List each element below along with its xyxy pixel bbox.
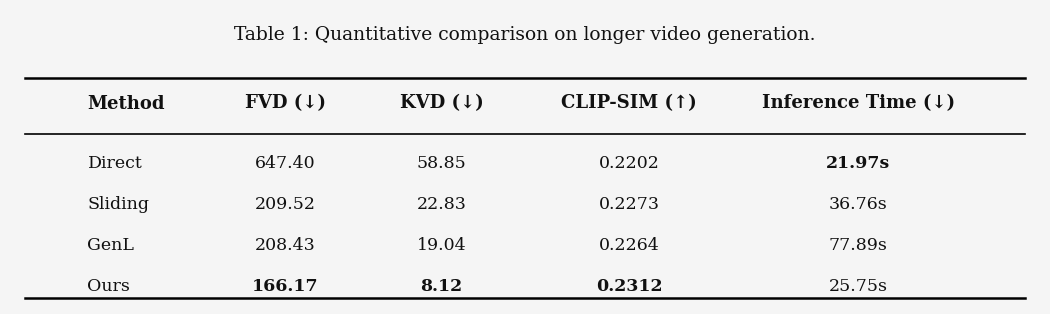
Text: 21.97s: 21.97s: [826, 154, 890, 172]
Text: 166.17: 166.17: [252, 279, 319, 295]
Text: Direct: Direct: [87, 154, 142, 172]
Text: 19.04: 19.04: [417, 237, 466, 254]
Text: 25.75s: 25.75s: [828, 279, 888, 295]
Text: CLIP-SIM (↑): CLIP-SIM (↑): [562, 95, 697, 112]
Text: 0.2273: 0.2273: [598, 196, 659, 213]
Text: 58.85: 58.85: [417, 154, 466, 172]
Text: 22.83: 22.83: [417, 196, 466, 213]
Text: Method: Method: [87, 95, 165, 112]
Text: Inference Time (↓): Inference Time (↓): [761, 95, 954, 112]
Text: KVD (↓): KVD (↓): [400, 95, 484, 112]
Text: Table 1: Quantitative comparison on longer video generation.: Table 1: Quantitative comparison on long…: [234, 25, 816, 44]
Text: GenL: GenL: [87, 237, 134, 254]
Text: 0.2202: 0.2202: [598, 154, 659, 172]
Text: Ours: Ours: [87, 279, 130, 295]
Text: 209.52: 209.52: [255, 196, 316, 213]
Text: 77.89s: 77.89s: [828, 237, 887, 254]
Text: FVD (↓): FVD (↓): [245, 95, 326, 112]
Text: 208.43: 208.43: [255, 237, 316, 254]
Text: Sliding: Sliding: [87, 196, 149, 213]
Text: 8.12: 8.12: [421, 279, 463, 295]
Text: 0.2264: 0.2264: [598, 237, 659, 254]
Text: 0.2312: 0.2312: [596, 279, 663, 295]
Text: 647.40: 647.40: [255, 154, 316, 172]
Text: 36.76s: 36.76s: [828, 196, 887, 213]
